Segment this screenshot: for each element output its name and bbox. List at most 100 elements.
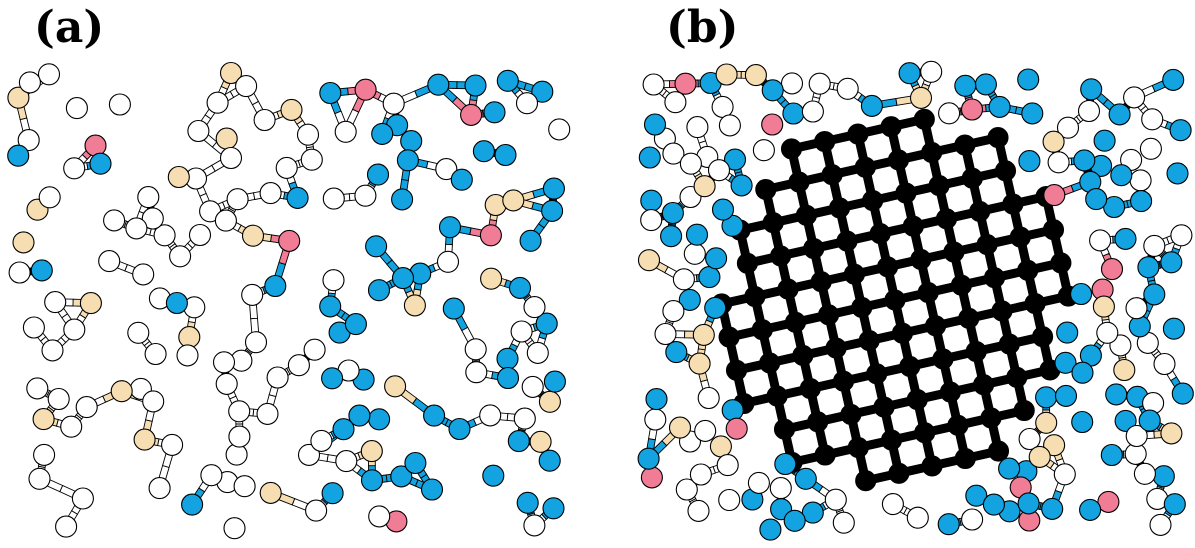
atom-white (711, 95, 734, 118)
atom-tan (1028, 445, 1051, 468)
lattice-pore (920, 369, 940, 389)
atom-blue (494, 143, 517, 167)
atom-tan (709, 435, 732, 458)
atom-white (523, 296, 546, 319)
atom-white (523, 514, 546, 537)
lattice-atom (736, 252, 758, 274)
lattice-atom (965, 340, 987, 363)
atom-white (335, 450, 358, 473)
atom-white (188, 223, 212, 247)
atom-blue (1056, 321, 1079, 344)
lattice-pore (869, 450, 889, 470)
atom-white (780, 72, 804, 95)
atom-blue (420, 478, 444, 501)
lattice-pore (946, 329, 966, 349)
atom-blue (1163, 493, 1186, 516)
lattice-atom (950, 274, 972, 296)
atom-blue (332, 418, 355, 441)
atom-tan (480, 267, 503, 290)
atom-blue (1160, 251, 1183, 274)
atom-white (961, 508, 984, 531)
atom-white (305, 499, 328, 522)
lattice-atom (991, 300, 1013, 322)
atom-blue (531, 80, 554, 103)
atom-blue (974, 73, 997, 96)
lattice-pore (898, 270, 918, 290)
atom-white (214, 209, 237, 232)
atom-white (148, 477, 171, 500)
atom-white (22, 316, 45, 339)
lattice-atom (935, 208, 958, 230)
atom-blue (1071, 410, 1094, 434)
atom-white (44, 291, 67, 314)
atom-blue (368, 408, 391, 431)
lattice-pore (739, 340, 759, 360)
atom-tan (32, 408, 55, 431)
atom-white (1139, 137, 1162, 160)
atom-white (153, 224, 176, 247)
atom-white (521, 375, 544, 398)
lattice-pore (1023, 207, 1043, 227)
atom-white (1170, 224, 1193, 247)
lattice-atom (854, 156, 876, 178)
lattice-atom (755, 178, 777, 201)
lattice-atom (866, 363, 888, 385)
atom-white (226, 188, 249, 211)
lattice-pore (832, 285, 851, 304)
atom-blue (1169, 119, 1192, 142)
atom-white (662, 300, 685, 323)
lattice-pore (824, 251, 844, 271)
atom-blue (711, 198, 735, 221)
lattice-pore (846, 351, 866, 371)
atom-white (38, 186, 61, 209)
atom-white (17, 129, 40, 152)
atom-pink (640, 466, 663, 489)
lattice-pore (972, 288, 992, 308)
atom-blue (761, 79, 784, 102)
lattice-pore (1005, 281, 1025, 301)
atom-blue (698, 266, 721, 289)
atom-white (33, 443, 56, 466)
lattice-pore (776, 192, 796, 212)
atom-white (287, 354, 310, 377)
atom-white (718, 114, 741, 137)
atom-white (253, 108, 276, 132)
atom-tan (167, 165, 190, 189)
atom-tan (538, 390, 561, 413)
lattice-atom (958, 307, 980, 329)
atom-tan (715, 63, 738, 86)
atom-tan (1035, 411, 1058, 434)
atom-blue (516, 491, 539, 514)
atom-white (63, 318, 86, 341)
lattice-pore (894, 410, 914, 430)
atom-white (687, 499, 710, 522)
atom-white (1053, 463, 1076, 486)
lattice-pore (798, 292, 818, 312)
lattice-pore (861, 417, 881, 437)
atom-blue (982, 493, 1005, 516)
atom-blue (165, 291, 188, 315)
lattice-atom (887, 149, 910, 171)
atom-blue (1085, 188, 1108, 211)
atom-white (662, 142, 685, 165)
atom-blue (759, 518, 782, 541)
atom-blue (1171, 382, 1194, 405)
atom-blue (1100, 443, 1123, 467)
atom-white (640, 209, 663, 232)
atom-blue (427, 73, 450, 96)
lattice-atom (807, 411, 829, 433)
atom-tan (360, 440, 383, 463)
lattice-pore (821, 392, 841, 411)
atom-white (716, 454, 739, 477)
lattice-pore (1038, 273, 1058, 293)
atom-blue (1093, 129, 1116, 152)
lattice-pore (787, 399, 807, 419)
atom-white (63, 157, 86, 180)
lattice-pore (883, 203, 903, 223)
lattice-atom (921, 141, 943, 163)
lattice-atom (766, 385, 788, 407)
atom-pink (479, 224, 502, 247)
lattice-atom (877, 256, 899, 278)
atom-blue (704, 296, 727, 319)
